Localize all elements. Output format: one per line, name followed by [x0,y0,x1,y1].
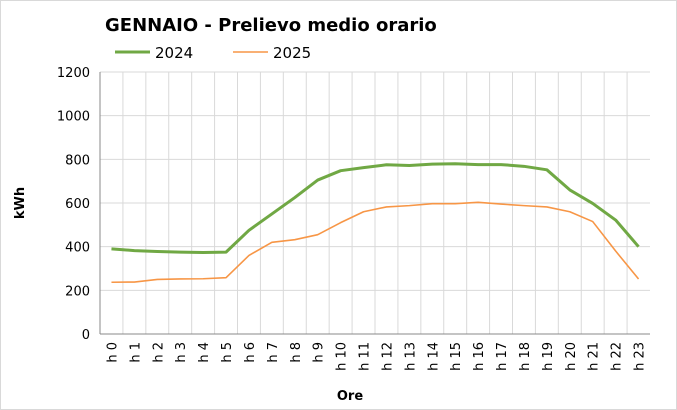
y-axis-label: kWh [13,187,28,219]
x-tick-label: h 16 [472,342,487,371]
x-tick-label: h 2 [151,342,166,363]
x-tick-label: h 13 [403,342,418,371]
x-tick-label: h 18 [518,342,533,371]
chart-title: GENNAIO - Prelievo medio orario [105,15,437,36]
y-tick-label: 1000 [57,110,90,125]
y-tick-label: 600 [65,197,90,212]
x-tick-label: h 22 [610,342,625,371]
x-tick-label: h 3 [174,342,189,363]
x-tick-label: h 21 [587,342,602,371]
x-tick-label: h 11 [358,342,373,371]
x-tick-label: h 6 [243,342,258,363]
x-axis-label: Ore [337,389,363,404]
x-tick-label: h 5 [220,342,235,363]
x-tick-label: h 17 [495,342,510,371]
x-tick-label: h 14 [426,342,441,371]
line-series [111,162,640,255]
x-tick-label: h 23 [633,342,648,371]
y-tick-label: 1200 [57,66,90,81]
legend-label: 2024 [155,44,193,62]
x-tick-label: h 12 [380,342,395,371]
x-tick-label: h 9 [312,342,327,363]
x-tick-label: h 19 [541,342,556,371]
x-tick-label: h 4 [197,342,212,363]
x-tick-label: h 7 [266,342,281,363]
legend-label: 2025 [273,44,311,62]
x-tick-label: h 0 [105,342,120,363]
x-tick-label: h 15 [449,342,464,371]
y-tick-label: 800 [65,153,90,168]
x-tick-label: h 20 [564,342,579,371]
x-tick-label: h 8 [289,342,304,363]
line-series [111,201,640,284]
x-tick-label: h 1 [128,342,143,363]
y-tick-label: 400 [65,241,90,256]
y-tick-label: 200 [65,284,90,299]
x-tick-label: h 10 [335,342,350,371]
y-tick-label: 0 [82,328,90,343]
